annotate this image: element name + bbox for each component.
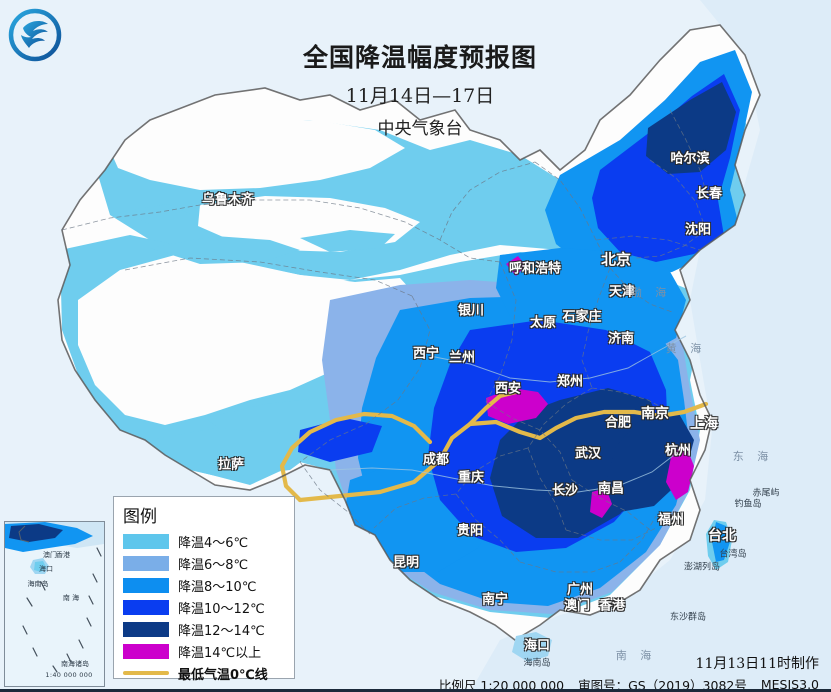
legend-item-label: 降温8～10℃ bbox=[178, 579, 257, 595]
legend-color-swatch bbox=[123, 555, 169, 571]
legend-heading: 图例 bbox=[123, 507, 157, 527]
map-scale: 比例尺 1:20 000 000 bbox=[438, 677, 565, 692]
legend-rows: 降温4～6℃ 降温6～8℃ 降温8～10℃ 降温10～12℃ 降温12～14℃ 降温14℃… bbox=[123, 530, 294, 684]
legend-item: 降温6～8℃ bbox=[123, 552, 294, 574]
title-issuer: 中央气象台 bbox=[377, 119, 463, 139]
map-title-block: 全国降温幅度预报图 11月14日—17日 中央气象台 bbox=[250, 38, 590, 139]
provincial-borders bbox=[61, 109, 709, 573]
legend-item-label: 降温12～14℃ bbox=[178, 623, 265, 639]
legend-item-label: 最低气温0℃线 bbox=[178, 667, 268, 683]
legend-item: 降温14℃以上 bbox=[123, 640, 294, 662]
legend-item: 降温10～12℃ bbox=[123, 596, 294, 618]
title-date-range: 11月14日—17日 bbox=[345, 85, 495, 107]
zero-degree-isotherm bbox=[297, 401, 709, 503]
legend-color-swatch bbox=[123, 643, 169, 659]
footer-bar: 比例尺 1:20 000 000 审图号：GS（2019）3082号 MESIS… bbox=[0, 676, 831, 692]
page-title: 全国降温幅度预报图 bbox=[302, 43, 537, 72]
legend-color-swatch bbox=[123, 599, 169, 615]
legend-line-swatch bbox=[123, 671, 169, 675]
review-number: 审图号：GS（2019）3082号 bbox=[578, 677, 747, 692]
legend-item-label: 降温6～8℃ bbox=[178, 557, 249, 573]
system-version: MESIS3.0 bbox=[760, 676, 819, 692]
legend-color-swatch bbox=[123, 621, 169, 637]
bottom-bar bbox=[0, 689, 831, 692]
legend-item-label: 降温14℃以上 bbox=[178, 645, 262, 661]
south-china-sea-inset: 海口 海南岛南 海澳门 香港 南海诸岛 1:40 000 000 bbox=[4, 521, 105, 687]
rivers bbox=[329, 335, 687, 493]
legend-item-label: 降温10～12℃ bbox=[178, 601, 265, 617]
cma-logo bbox=[8, 8, 62, 62]
legend-item: 降温8～10℃ bbox=[123, 574, 294, 596]
legend-item: 最低气温0℃线 bbox=[123, 662, 294, 684]
legend-color-swatch bbox=[123, 577, 169, 593]
legend-item-label: 降温4～6℃ bbox=[178, 535, 249, 551]
national-border bbox=[57, 24, 761, 641]
legend-color-swatch bbox=[123, 533, 169, 549]
production-time: 11月13日11时制作 bbox=[695, 656, 819, 672]
islands bbox=[512, 520, 732, 662]
legend-item: 降温4～6℃ bbox=[123, 530, 294, 552]
legend-box: 图例 降温4～6℃ 降温6～8℃ 降温8～10℃ 降温10～12℃ 降温12～14℃ 降温… bbox=[113, 496, 295, 683]
legend-item: 降温12～14℃ bbox=[123, 618, 294, 640]
